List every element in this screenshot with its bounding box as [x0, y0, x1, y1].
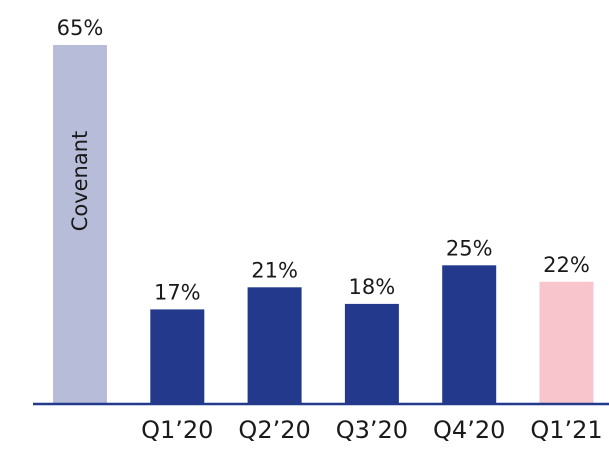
bar-inner-label-0: Covenant	[68, 131, 92, 232]
bar-4	[442, 265, 497, 403]
bar-0	[53, 45, 107, 403]
value-label-5: 22%	[543, 253, 590, 277]
tick-label-2: Q2’20	[238, 416, 310, 444]
bar-3	[344, 303, 399, 403]
value-label-0: 65%	[57, 16, 104, 40]
tick-label-4: Q4’20	[433, 416, 505, 444]
tick-label-1: Q1’20	[141, 416, 213, 444]
bar-2	[247, 287, 302, 403]
bar-5	[539, 281, 594, 403]
tick-label-5: Q1’21	[530, 416, 602, 444]
value-label-1: 17%	[154, 280, 201, 304]
value-label-4: 25%	[446, 236, 493, 260]
tick-label-3: Q3’20	[336, 416, 408, 444]
bar-1	[150, 309, 205, 403]
value-label-3: 18%	[349, 275, 396, 299]
value-label-2: 21%	[251, 258, 298, 282]
